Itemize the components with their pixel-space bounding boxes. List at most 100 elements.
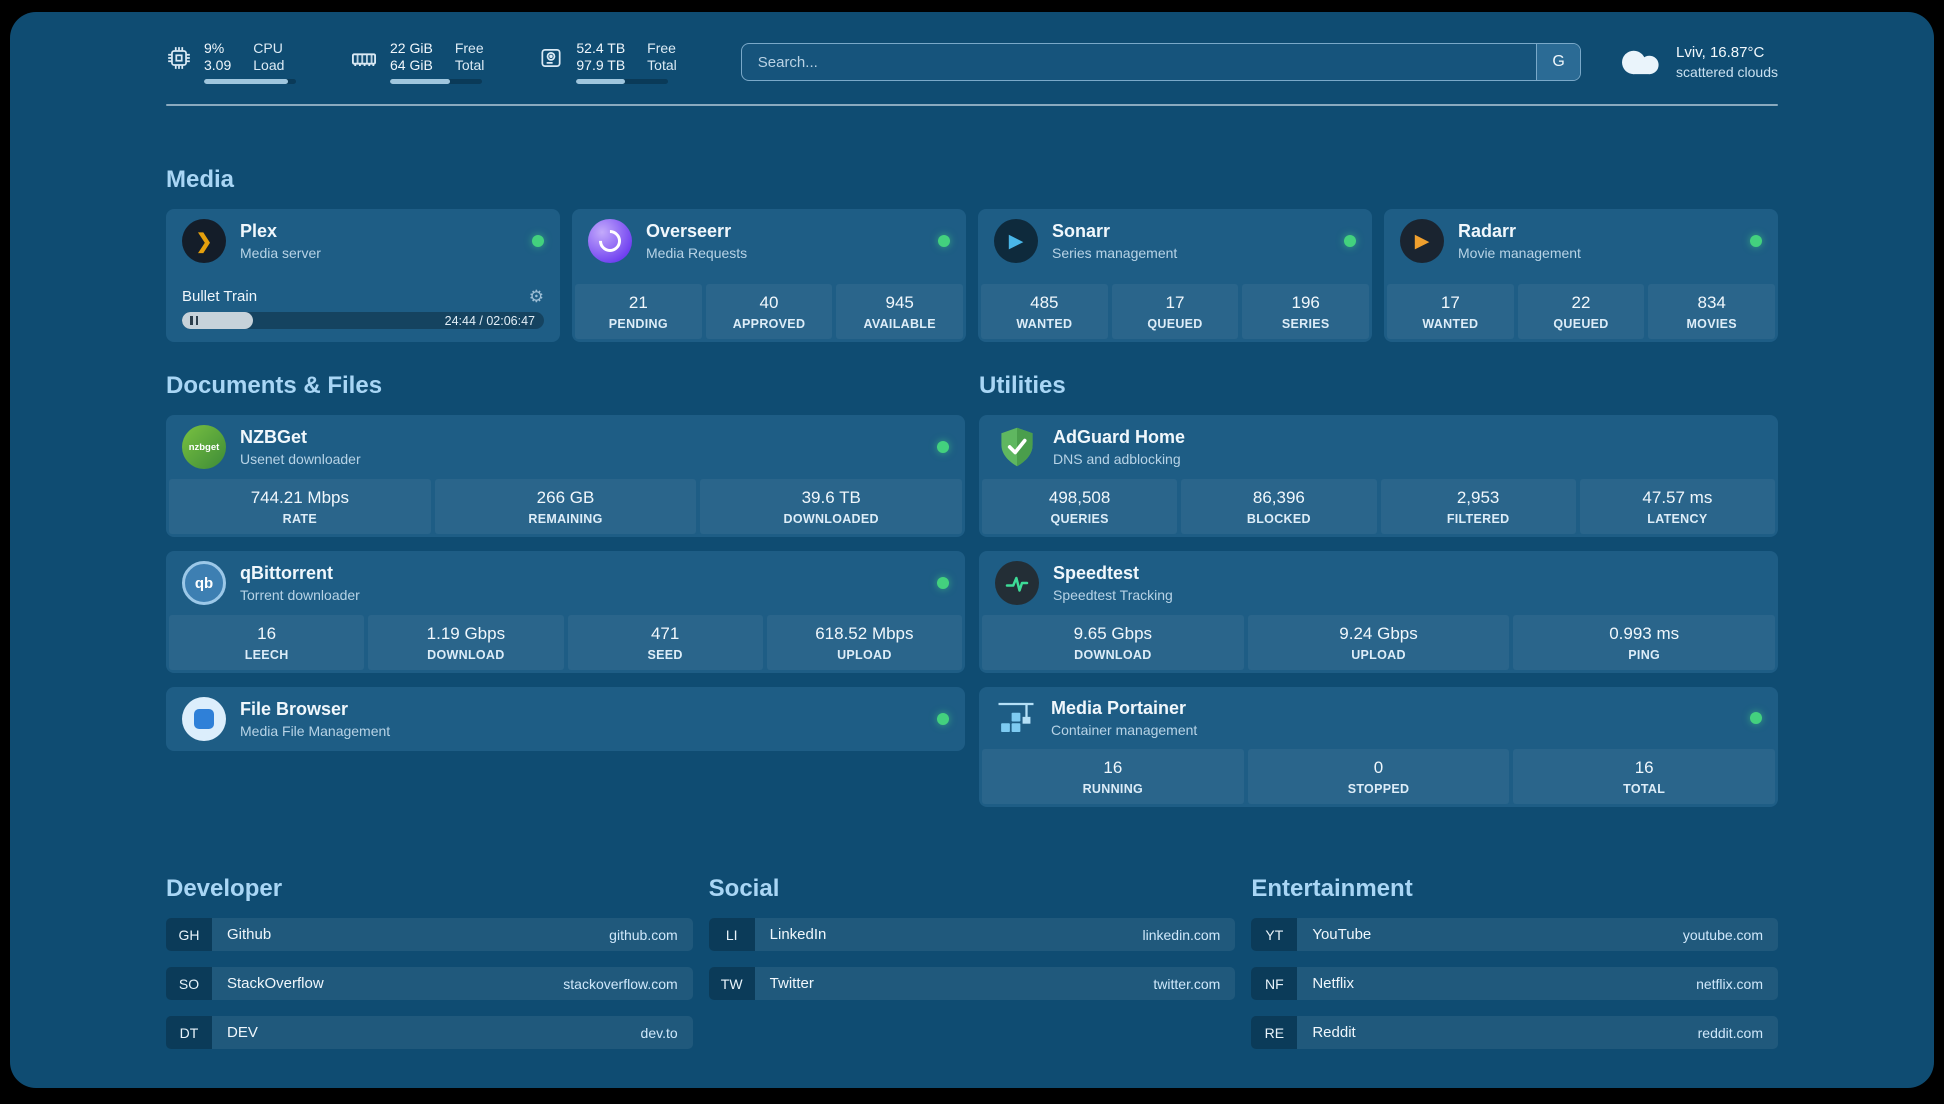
bookmark-url: netflix.com: [1696, 975, 1763, 992]
status-dot: [1344, 235, 1356, 247]
bookmark-name: DEV: [227, 1024, 258, 1041]
stat-value: 16: [257, 624, 277, 643]
playback-progress-bar[interactable]: 24:44 / 02:06:47: [182, 312, 544, 329]
pause-icon[interactable]: [190, 316, 198, 325]
card-subtitle: DNS and adblocking: [1053, 451, 1181, 467]
bookmark-name: Twitter: [769, 975, 814, 992]
disk-icon: [541, 49, 561, 67]
stat-label: LATENCY: [1647, 512, 1708, 526]
stat-label: SEED: [647, 648, 683, 662]
section-title-entertainment: Entertainment: [1251, 875, 1413, 902]
search-engine-button[interactable]: G: [1536, 44, 1581, 80]
cloud-icon: [1622, 50, 1659, 75]
radarr-icon: ▶: [1400, 219, 1444, 263]
stat-cell: 266 GB REMAINING: [434, 479, 697, 534]
stat-value: 0.993 ms: [1609, 624, 1680, 643]
stat-cell: 39.6 TB DOWNLOADED: [700, 479, 963, 534]
section-developer: Developer GH Github github.com SO StackO…: [166, 875, 693, 1065]
stat-value: 471: [650, 624, 680, 643]
section-title-media: Media: [166, 166, 235, 193]
bookmark-row-netflix[interactable]: NF Netflix netflix.com: [1251, 967, 1778, 1000]
bookmark-url: linkedin.com: [1142, 926, 1221, 943]
stat-label: UPLOAD: [1351, 648, 1406, 662]
card-subtitle: Container management: [1051, 722, 1198, 738]
cpu-load-label: Load: [253, 57, 285, 73]
gear-icon[interactable]: ⚙: [528, 287, 544, 306]
stat-label: BLOCKED: [1246, 512, 1311, 526]
stat-cell: 945 AVAILABLE: [836, 284, 964, 339]
bookmark-name: StackOverflow: [227, 975, 324, 992]
section-title-documents: Documents & Files: [166, 372, 383, 399]
section-entertainment: Entertainment YT YouTube youtube.com NF …: [1251, 875, 1778, 1065]
disk-free-label: Free: [647, 40, 676, 56]
stat-label: WANTED: [1422, 317, 1479, 331]
stat-label: DOWNLOAD: [1074, 648, 1152, 662]
stat-cell: 16 TOTAL: [1513, 749, 1776, 804]
stat-label: RUNNING: [1082, 782, 1144, 796]
card-filebrowser[interactable]: File Browser Media File Management: [166, 687, 965, 751]
card-speedtest[interactable]: Speedtest Speedtest Tracking 9.65 Gbps D…: [979, 551, 1778, 673]
stat-value: 744.21 Mbps: [250, 488, 349, 507]
section-utilities: Utilities AdGuard Home DNS and adblockin…: [979, 372, 1778, 821]
card-adguard[interactable]: AdGuard Home DNS and adblocking 498,508 …: [979, 415, 1778, 537]
stat-label: PENDING: [608, 317, 668, 331]
section-title-social: Social: [708, 875, 780, 902]
card-nzbget[interactable]: nzbget NZBGet Usenet downloader 744.21 M…: [166, 415, 965, 537]
card-title: Radarr: [1458, 221, 1517, 241]
bookmark-url: dev.to: [640, 1024, 678, 1041]
stat-label: REMAINING: [528, 512, 603, 526]
overseerr-icon: [588, 219, 632, 263]
bookmark-row-dev[interactable]: DT DEV dev.to: [166, 1016, 693, 1049]
status-dot: [937, 577, 949, 589]
stat-cell: 744.21 Mbps RATE: [169, 479, 431, 534]
bookmark-row-reddit[interactable]: RE Reddit reddit.com: [1251, 1016, 1778, 1049]
weather-condition: scattered clouds: [1676, 64, 1778, 80]
bookmark-abbr: SO: [166, 967, 212, 1000]
memory-widget: 22 GiB 64 GiB Free Total: [350, 40, 484, 84]
stat-cell: 22 QUEUED: [1517, 284, 1645, 339]
stat-value: 618.52 Mbps: [815, 624, 914, 643]
card-portainer[interactable]: Media Portainer Container management 16 …: [979, 687, 1778, 807]
bookmark-row-youtube[interactable]: YT YouTube youtube.com: [1251, 918, 1778, 951]
section-title-utilities: Utilities: [979, 372, 1066, 399]
memory-total-value: 64 GiB: [390, 57, 433, 73]
bookmark-url: twitter.com: [1153, 975, 1221, 992]
disk-progress-bar: [576, 79, 669, 84]
search-input[interactable]: [741, 44, 1537, 80]
stat-cell: 21 PENDING: [575, 284, 702, 339]
card-overseerr[interactable]: Overseerr Media Requests 21 PENDING 40 A…: [572, 209, 966, 342]
bookmark-url: github.com: [609, 926, 678, 943]
bookmark-name: Github: [227, 926, 272, 943]
bookmark-row-stackoverflow[interactable]: SO StackOverflow stackoverflow.com: [166, 967, 693, 1000]
card-plex[interactable]: ❯ Plex Media server Bullet Train ⚙: [166, 209, 560, 342]
stat-value: 9.65 Gbps: [1073, 624, 1153, 643]
card-sonarr[interactable]: ▶ Sonarr Series management 485 WANTED: [978, 209, 1372, 342]
bookmark-row-linkedin[interactable]: LI LinkedIn linkedin.com: [708, 918, 1236, 951]
stat-cell: 16 RUNNING: [982, 749, 1244, 804]
cpu-load-value: 3.09: [204, 57, 232, 73]
stat-cell: 0 STOPPED: [1247, 749, 1510, 804]
stat-label: APPROVED: [732, 317, 806, 331]
section-social: Social LI LinkedIn linkedin.com TW Twitt…: [708, 875, 1236, 1065]
card-title: Plex: [240, 221, 278, 241]
stat-value: 945: [885, 293, 914, 312]
stat-value: 17: [1165, 293, 1185, 312]
filebrowser-icon: [182, 697, 226, 741]
bookmark-abbr: YT: [1251, 918, 1298, 951]
stat-cell: 834 MOVIES: [1648, 284, 1776, 339]
bookmark-name: LinkedIn: [769, 926, 827, 943]
stat-cell: 9.24 Gbps UPLOAD: [1247, 615, 1510, 670]
portainer-icon: [998, 702, 1034, 732]
bookmark-abbr: LI: [708, 918, 755, 951]
stat-label: QUEUED: [1147, 317, 1203, 331]
bookmark-row-github[interactable]: GH Github github.com: [166, 918, 693, 951]
card-qbittorrent[interactable]: qb qBittorrent Torrent downloader 16 LEE…: [166, 551, 965, 673]
plex-icon: ❯: [182, 219, 226, 263]
stat-cell: 9.65 Gbps DOWNLOAD: [982, 615, 1244, 670]
card-radarr[interactable]: ▶ Radarr Movie management 17 WANTED: [1384, 209, 1778, 342]
stat-cell: 16 LEECH: [169, 615, 365, 670]
stat-cell: 498,508 QUERIES: [982, 479, 1178, 534]
bookmark-row-twitter[interactable]: TW Twitter twitter.com: [708, 967, 1236, 1000]
card-title: qBittorrent: [240, 563, 333, 583]
memory-progress-bar: [390, 79, 482, 84]
